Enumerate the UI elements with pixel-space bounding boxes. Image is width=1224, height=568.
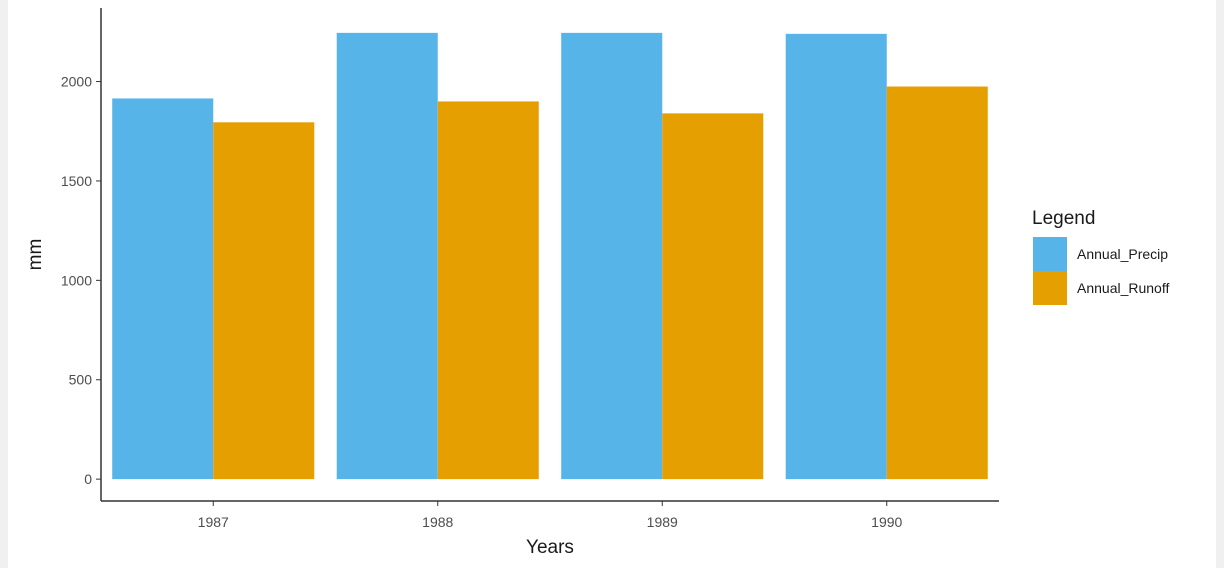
bar-annual-precip-1990 [785,33,887,480]
x-tick-label: 1990 [871,514,902,530]
bar-annual-runoff-1987 [213,122,315,480]
x-axis-ticks: 1987 1988 1989 1990 [198,501,903,530]
x-tick-label: 1987 [198,514,229,530]
plot-panel: 0 500 1000 1500 2000 1987 1988 1989 1990 Years … [8,0,1216,568]
y-tick-label: 1000 [61,272,92,288]
y-axis-ticks: 0 500 1000 1500 2000 [61,74,101,487]
x-axis-title: Years [526,537,574,558]
bar-annual-precip-1988 [336,32,438,480]
bar-annual-precip-1987 [112,98,214,480]
y-tick-label: 2000 [61,74,92,90]
y-axis-title: mm [25,239,46,271]
bar-annual-runoff-1988 [437,101,539,480]
x-tick-label: 1988 [422,514,453,530]
legend-label: Annual_Precip [1077,246,1168,262]
y-tick-label: 0 [84,471,92,487]
bars-group [112,32,988,480]
legend-key-annual-runoff [1033,271,1067,305]
legend-label: Annual_Runoff [1077,280,1169,296]
y-tick-label: 500 [69,372,93,388]
y-tick-label: 1500 [61,173,92,189]
legend-key-annual-precip [1033,237,1067,271]
x-tick-label: 1989 [647,514,678,530]
bar-annual-precip-1989 [561,32,663,480]
legend: Legend Annual_Precip Annual_Runoff [1032,208,1169,305]
bar-annual-runoff-1989 [662,113,764,480]
bar-annual-runoff-1990 [886,86,988,480]
legend-title: Legend [1032,208,1095,229]
